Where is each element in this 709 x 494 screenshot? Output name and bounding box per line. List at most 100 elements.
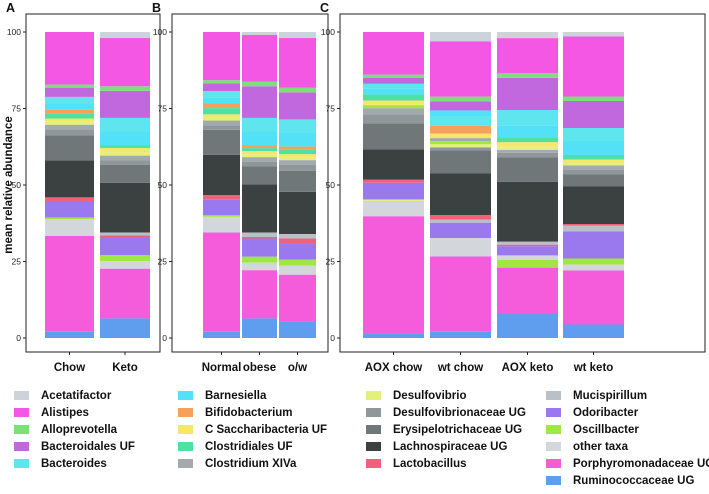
bar-segment-mucispirillum: [563, 225, 624, 232]
bar-segment-acetatifactor: [279, 32, 316, 39]
bar-segment-erysipelotrichaceae-ug: [45, 135, 94, 161]
bar-segment-oscillbacter: [497, 259, 558, 268]
legend-label: Bifidobacterium: [205, 407, 293, 419]
bar-segment-odoribacter: [279, 243, 316, 260]
bar-segment-desulfovibrionaceae-ug: [497, 152, 558, 158]
bar-segment-porphyromonadaceae-ug: [100, 268, 150, 319]
bar-segment-odoribacter: [100, 237, 150, 256]
bar-segment-lactobacillus: [242, 237, 277, 239]
bar-segment-ruminococcaceae-ug: [430, 331, 491, 338]
bar-segment-erysipelotrichaceae-ug: [430, 150, 491, 174]
panel-frame-c: [339, 13, 706, 353]
bar-segment-porphyromonadaceae-ug: [242, 270, 277, 319]
bar-segment-bacteroides: [563, 128, 624, 142]
bar-segment-desulfovibrio: [279, 157, 316, 161]
bar-segment-ruminococcaceae-ug: [497, 313, 558, 338]
bar-segment-porphyromonadaceae-ug: [563, 270, 624, 325]
bar-segment-other-taxa: [203, 216, 240, 233]
y-tick-label: 100: [7, 27, 21, 37]
bar-segment-alistipes: [279, 38, 316, 88]
x-tick-label: wt keto: [573, 362, 614, 374]
bar-segment-bacteroidales-uf: [203, 83, 240, 92]
bar-segment-other-taxa: [100, 261, 150, 269]
bar-segment-other-taxa: [279, 265, 316, 275]
y-tick-label: 100: [153, 27, 167, 37]
legend-label: Bacteroidales UF: [41, 441, 135, 453]
bar-segment-alloprevotella: [242, 81, 277, 87]
bar-segment-clostridium-xiva: [563, 165, 624, 170]
legend-swatch: [546, 442, 561, 451]
bar-segment-clostridiales-uf: [45, 113, 94, 119]
bar-segment-erysipelotrichaceae-ug: [279, 170, 316, 192]
bar-segment-erysipelotrichaceae-ug: [363, 123, 424, 150]
bar-segment-alistipes: [203, 32, 240, 81]
bar-segment-bifidobacterium: [242, 145, 277, 149]
bar-segment-barnesiella: [363, 88, 424, 95]
bar-segment-c-saccharibacteria-uf: [563, 159, 624, 163]
bar-segment-ruminococcaceae-ug: [100, 318, 150, 338]
legend-swatch: [546, 459, 561, 468]
legend-swatch: [366, 442, 381, 451]
panel-label-a: A: [6, 1, 15, 15]
legend-label: Alistipes: [41, 407, 89, 419]
legend-swatch: [14, 442, 29, 451]
y-tick-label: 25: [12, 257, 22, 267]
x-tick-label: wt chow: [437, 362, 483, 374]
bar-segment-desulfovibrionaceae-ug: [203, 125, 240, 130]
y-tick-label: 25: [158, 257, 168, 267]
bar-segment-oscillbacter: [203, 215, 240, 217]
bar-segment-mucispirillum: [497, 241, 558, 245]
bar-segment-other-taxa: [45, 219, 94, 236]
legend-label: Oscillbacter: [573, 424, 639, 436]
bar-segment-bacteroides: [363, 83, 424, 89]
legend-label: Odoribacter: [573, 407, 639, 419]
bar-segment-c-saccharibacteria-uf: [45, 118, 94, 122]
bar-segment-c-saccharibacteria-uf: [242, 151, 277, 155]
bar-segment-desulfovibrio: [242, 154, 277, 158]
bar-segment-other-taxa: [242, 262, 277, 271]
bar-segment-desulfovibrio: [430, 144, 491, 148]
y-tick-label: 100: [321, 27, 335, 37]
bar-segment-desulfovibrio: [497, 146, 558, 150]
bar-segment-lachnospiraceae-ug: [430, 173, 491, 215]
bar-segment-c-saccharibacteria-uf: [100, 148, 150, 153]
bar-segment-bacteroides: [242, 117, 277, 132]
x-tick-label: Keto: [112, 362, 138, 374]
bar-segment-clostridiales-uf: [100, 145, 150, 149]
bar-segment-acetatifactor: [563, 32, 624, 37]
y-tick-label: 50: [158, 180, 168, 190]
bar-segment-bacteroidales-uf: [100, 90, 150, 118]
bar-segment-ruminococcaceae-ug: [203, 331, 240, 338]
legend-swatch: [14, 391, 29, 400]
legend-swatch: [546, 408, 561, 417]
bar-segment-clostridium-xiva: [45, 124, 94, 130]
bar-segment-lactobacillus: [279, 238, 316, 244]
bar-segment-alistipes: [430, 41, 491, 97]
bar-segment-erysipelotrichaceae-ug: [497, 157, 558, 182]
bar-segment-lactobacillus: [363, 179, 424, 183]
legend-label: Clostridiales UF: [205, 441, 293, 453]
bar-segment-bacteroidales-uf: [563, 101, 624, 128]
legend-label: Lachnospiraceae UG: [393, 441, 508, 453]
bar-segment-odoribacter: [242, 238, 277, 257]
bar-segment-c-saccharibacteria-uf: [279, 154, 316, 158]
bar-segment-clostridiales-uf: [497, 137, 558, 143]
bar-segment-porphyromonadaceae-ug: [279, 274, 316, 322]
legend-label: Erysipelotrichaceae UG: [393, 424, 523, 436]
bar-segment-oscillbacter: [100, 255, 150, 262]
bar-segment-clostridiales-uf: [563, 155, 624, 160]
legend-label: Desulfovibrionaceae UG: [393, 407, 526, 419]
bar-segment-lactobacillus: [497, 244, 558, 247]
bar-segment-bacteroidales-uf: [497, 77, 558, 111]
bar-segment-lachnospiraceae-ug: [100, 182, 150, 233]
bar-segment-oscillbacter: [45, 217, 94, 219]
bar-segment-alloprevotella: [279, 87, 316, 93]
bar-segment-lachnospiraceae-ug: [45, 160, 94, 198]
bar-segment-porphyromonadaceae-ug: [203, 232, 240, 332]
y-tick-label: 75: [12, 104, 22, 114]
bar-segment-desulfovibrionaceae-ug: [363, 114, 424, 124]
legend-swatch: [14, 408, 29, 417]
bar-segment-porphyromonadaceae-ug: [497, 267, 558, 314]
legend-swatch: [366, 459, 381, 468]
bar-segment-erysipelotrichaceae-ug: [203, 129, 240, 155]
